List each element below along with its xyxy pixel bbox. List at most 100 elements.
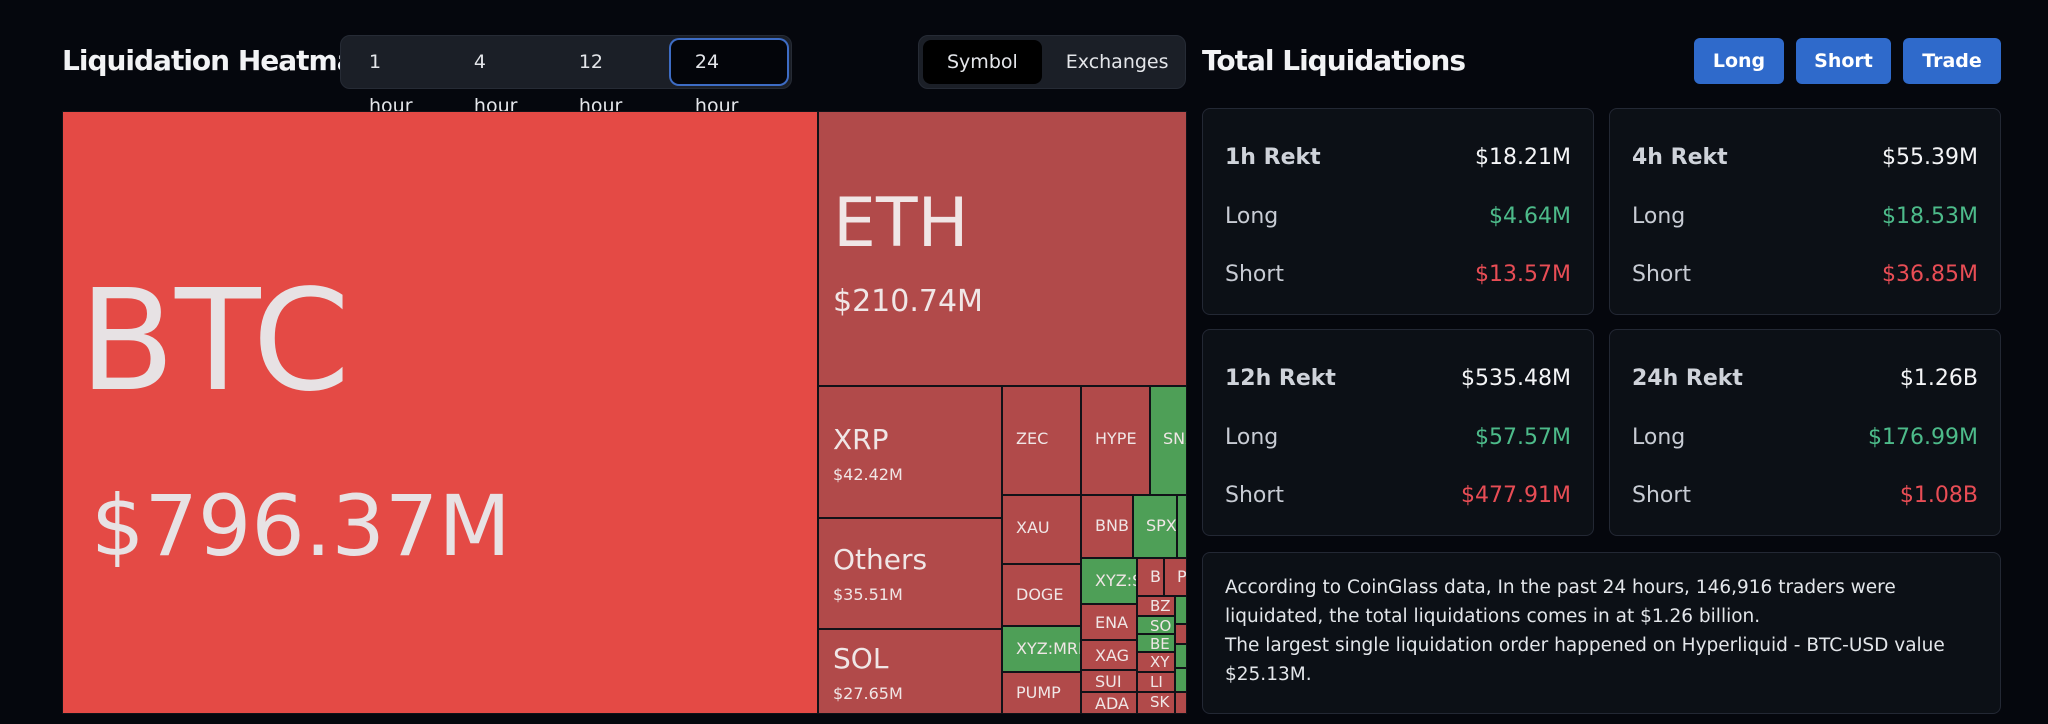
btc-value: $796.37M xyxy=(91,477,511,575)
xrp-symbol: XRP xyxy=(833,423,889,456)
long-label: Long xyxy=(1632,203,1686,229)
sk-symbol: SK xyxy=(1150,693,1170,711)
short-value: $13.57M xyxy=(1475,261,1571,287)
btc-symbol: BTC xyxy=(79,260,351,423)
heatmap-cell-pump[interactable]: PUMP xyxy=(1002,672,1081,714)
b-symbol: B xyxy=(1150,567,1161,586)
view-tabs: Symbol Exchanges xyxy=(918,35,1186,89)
heatmap-cell-snx[interactable]: SNX xyxy=(1150,386,1187,495)
xyz-s-symbol: XYZ:S xyxy=(1095,571,1136,590)
heatmap-cell-xag[interactable]: XAG xyxy=(1081,640,1137,670)
heatmap-cell-ada[interactable]: ADA xyxy=(1081,692,1137,714)
sol-value: $27.65M xyxy=(833,684,903,703)
heatmap-cell-others[interactable]: Others $35.51M xyxy=(818,518,1002,629)
tab-1-hour[interactable]: 1 hour xyxy=(369,51,413,117)
others-value: $35.51M xyxy=(833,585,903,604)
long-label: Long xyxy=(1225,203,1279,229)
card-total: $55.39M xyxy=(1882,144,1978,170)
heatmap-cell-sk[interactable]: SK xyxy=(1137,692,1175,714)
heatmap-cell-p[interactable]: P xyxy=(1164,558,1187,596)
ada-symbol: ADA xyxy=(1095,694,1129,713)
long-value: $57.57M xyxy=(1475,424,1571,450)
liquidation-summary: According to CoinGlass data, In the past… xyxy=(1202,552,2001,714)
heatmap-cell-small-a[interactable] xyxy=(1177,495,1187,558)
long-label: Long xyxy=(1632,424,1686,450)
card-label: 24h Rekt xyxy=(1632,365,1743,391)
heatmap-cell-btc[interactable]: BTC $796.37M xyxy=(62,111,818,714)
trade-button[interactable]: Trade xyxy=(1903,38,2001,84)
short-label: Short xyxy=(1632,261,1692,287)
short-value: $36.85M xyxy=(1882,261,1978,287)
sui-symbol: SUI xyxy=(1095,672,1122,691)
heatmap-cell-eth[interactable]: ETH $210.74M xyxy=(818,111,1187,386)
sol-symbol: SOL xyxy=(833,642,889,675)
eth-value: $210.74M xyxy=(833,284,983,319)
long-value: $4.64M xyxy=(1489,203,1571,229)
heatmap-cell-small-d[interactable] xyxy=(1175,644,1187,668)
heatmap-cell-bnb[interactable]: BNB xyxy=(1081,495,1133,558)
heatmap-cell-ena[interactable]: ENA xyxy=(1081,604,1137,640)
heatmap-cell-xrp[interactable]: XRP $42.42M xyxy=(818,386,1002,518)
card-12h-rekt: 12h Rekt $535.48M Long $57.57M Short $477.9… xyxy=(1202,329,1594,536)
heatmap-cell-hype[interactable]: HYPE xyxy=(1081,386,1150,495)
eth-symbol: ETH xyxy=(833,184,969,263)
liquidation-heatmap: BTC $796.37M ETH $210.74M XRP $42.42M Ot… xyxy=(62,111,1187,714)
bnb-symbol: BNB xyxy=(1095,516,1129,535)
short-button[interactable]: Short xyxy=(1796,38,1891,84)
page-title: Liquidation Heatmap xyxy=(62,44,375,77)
heatmap-cell-bz[interactable]: BZ xyxy=(1137,596,1175,616)
card-4h-rekt: 4h Rekt $55.39M Long $18.53M Short $36.85M xyxy=(1609,108,2001,315)
card-1h-rekt: 1h Rekt $18.21M Long $4.64M Short $13.57M xyxy=(1202,108,1594,315)
spx-symbol: SPX xyxy=(1146,516,1177,535)
card-total: $18.21M xyxy=(1475,144,1571,170)
total-liquidations-title: Total Liquidations xyxy=(1202,44,1466,77)
heatmap-cell-doge[interactable]: DOGE xyxy=(1002,564,1081,626)
tab-exchanges[interactable]: Exchanges xyxy=(1065,51,1169,73)
heatmap-cell-b[interactable]: B xyxy=(1137,558,1164,596)
short-value: $1.08B xyxy=(1899,482,1978,508)
heatmap-cell-small-e[interactable] xyxy=(1175,668,1187,692)
time-range-tabs: 1 hour 4 hour 12 hour 24 hour xyxy=(340,35,792,117)
short-value: $477.91M xyxy=(1461,482,1571,508)
heatmap-cell-zec[interactable]: ZEC xyxy=(1002,386,1081,495)
ena-symbol: ENA xyxy=(1095,613,1129,632)
summary-line-1: According to CoinGlass data, In the past… xyxy=(1225,577,1896,627)
tab-12-hour[interactable]: 12 hour xyxy=(578,51,623,117)
long-value: $18.53M xyxy=(1882,203,1978,229)
xau-symbol: XAU xyxy=(1016,518,1050,537)
card-24h-rekt: 24h Rekt $1.26B Long $176.99M Short $1.08B xyxy=(1609,329,2001,536)
bz-symbol: BZ xyxy=(1150,597,1171,615)
xyz-mre-symbol: XYZ:MRE xyxy=(1016,639,1081,658)
card-label: 4h Rekt xyxy=(1632,144,1728,170)
heatmap-cell-small-f[interactable] xyxy=(1175,692,1187,714)
xy-symbol: XY xyxy=(1150,653,1170,671)
heatmap-cell-xyz-s[interactable]: XYZ:S xyxy=(1081,558,1137,604)
heatmap-cell-be[interactable]: BE xyxy=(1137,634,1175,652)
card-label: 12h Rekt xyxy=(1225,365,1336,391)
heatmap-cell-sol[interactable]: SOL $27.65M xyxy=(818,629,1002,714)
summary-line-2: The largest single liquidation order hap… xyxy=(1225,635,1945,685)
card-total: $1.26B xyxy=(1899,365,1978,391)
xrp-value: $42.42M xyxy=(833,465,903,484)
heatmap-cell-xy[interactable]: XY xyxy=(1137,652,1175,672)
snx-symbol: SNX xyxy=(1163,429,1186,448)
tab-4-hour[interactable]: 4 hour xyxy=(473,51,518,117)
short-label: Short xyxy=(1225,261,1285,287)
li-symbol: LI xyxy=(1150,673,1163,691)
tab-symbol[interactable]: Symbol xyxy=(923,40,1042,84)
heatmap-cell-small-c[interactable] xyxy=(1175,624,1187,644)
heatmap-cell-li[interactable]: LI xyxy=(1137,672,1175,692)
heatmap-cell-xyz-mre[interactable]: XYZ:MRE xyxy=(1002,626,1081,672)
short-label: Short xyxy=(1225,482,1285,508)
p-symbol: P xyxy=(1177,567,1187,586)
heatmap-cell-so[interactable]: SO xyxy=(1137,616,1175,634)
doge-symbol: DOGE xyxy=(1016,585,1064,604)
tab-24-hour[interactable]: 24 hour xyxy=(670,40,787,117)
others-symbol: Others xyxy=(833,543,928,576)
heatmap-cell-sui[interactable]: SUI xyxy=(1081,670,1137,692)
heatmap-cell-spx[interactable]: SPX xyxy=(1133,495,1177,558)
long-button[interactable]: Long xyxy=(1694,38,1784,84)
heatmap-cell-xau[interactable]: XAU xyxy=(1002,495,1081,564)
pump-symbol: PUMP xyxy=(1016,683,1061,702)
heatmap-cell-small-b[interactable] xyxy=(1175,596,1187,624)
